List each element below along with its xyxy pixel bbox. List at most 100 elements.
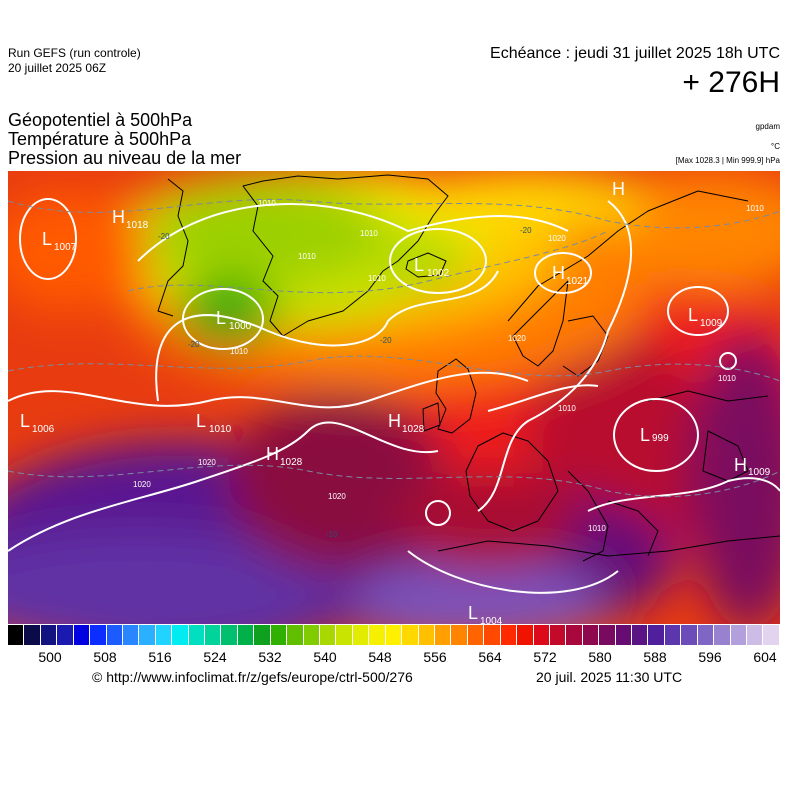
colorbar-tick-label: 532 [258, 649, 282, 665]
colorbar-swatch [500, 625, 518, 645]
svg-text:L: L [468, 603, 478, 623]
svg-text:-20: -20 [520, 226, 532, 235]
svg-text:L: L [42, 229, 52, 249]
colorbar-swatch [106, 625, 123, 645]
svg-text:1020: 1020 [133, 480, 151, 489]
svg-text:1006: 1006 [32, 424, 55, 435]
issued-time: 20 juil. 2025 11:30 UTC [536, 669, 683, 685]
lead-time: + 276H [682, 66, 780, 99]
svg-text:1010: 1010 [360, 229, 378, 238]
svg-text:1028: 1028 [280, 457, 303, 468]
colorbar-tick-label: 604 [753, 649, 777, 665]
svg-text:-10: -10 [326, 530, 338, 539]
svg-text:H: H [388, 411, 401, 431]
svg-text:L: L [640, 425, 650, 445]
run-date: 20 juillet 2025 06Z [8, 61, 107, 75]
colorbar-swatch [467, 625, 485, 645]
isotherms [8, 198, 780, 498]
svg-text:L: L [196, 411, 206, 431]
colorbar-swatch [599, 625, 616, 645]
svg-text:H: H [734, 455, 747, 475]
colorbar-swatch [8, 625, 25, 645]
colorbar-swatch [57, 625, 74, 645]
colorbar-swatch [24, 625, 41, 645]
colorbar-swatch [484, 625, 501, 645]
colorbar-swatch [352, 625, 370, 645]
svg-text:1010: 1010 [368, 274, 386, 283]
colorbar-swatch [517, 625, 534, 645]
colorbar-swatch [254, 625, 271, 645]
pressure-center-labels: H 1018 L 1007 L 1000 L 1002 H 1021 L 1009 L 100… [20, 179, 771, 624]
svg-text:1010: 1010 [558, 404, 576, 413]
svg-text:1010: 1010 [258, 199, 276, 208]
colorbar-swatch [763, 625, 780, 645]
center-l1002: L 1002 [414, 255, 450, 279]
svg-text:1020: 1020 [508, 334, 526, 343]
svg-text:H: H [612, 179, 625, 199]
unit-temperature: °C [771, 142, 780, 151]
colorbar-swatch [615, 625, 633, 645]
colorbar-swatch [73, 625, 91, 645]
colorbar-swatch [205, 625, 222, 645]
colorbar-tick-label: 572 [533, 649, 557, 665]
unit-geopotential: gpdam [755, 122, 780, 131]
svg-text:1020: 1020 [548, 234, 566, 243]
colorbar-swatch [320, 625, 337, 645]
center-l999: L 999 [640, 425, 669, 445]
svg-text:1018: 1018 [126, 220, 149, 231]
credit-text: © http://www.infoclimat.fr/z/gefs/europe… [92, 669, 413, 685]
colorbar-swatch [648, 625, 665, 645]
colorbar-tick-label: 516 [148, 649, 172, 665]
colorbar-tick-label: 508 [93, 649, 117, 665]
svg-text:1010: 1010 [209, 424, 232, 435]
colorbar-tick-label: 588 [643, 649, 667, 665]
svg-text:1002: 1002 [427, 268, 450, 279]
svg-text:H: H [266, 444, 279, 464]
colorbar-swatch [533, 625, 550, 645]
svg-text:1010: 1010 [746, 204, 764, 213]
colorbar-swatch [237, 625, 255, 645]
isobar-value-labels: 1010 1010 1010 1020 1020 1020 1010 1020 … [133, 199, 764, 533]
colorbar-swatch [385, 625, 403, 645]
colorbar-swatch [746, 625, 764, 645]
colorbar-tick-label: 564 [478, 649, 502, 665]
center-h1028-a: H 1028 [388, 411, 425, 435]
svg-text:1010: 1010 [230, 347, 248, 356]
svg-text:-20: -20 [188, 340, 200, 349]
colorbar-swatch [40, 625, 58, 645]
center-l1007: L 1007 [42, 229, 77, 253]
svg-text:L: L [414, 255, 424, 275]
svg-text:1010: 1010 [718, 374, 736, 383]
colorbar-tick-label: 548 [368, 649, 392, 665]
center-l1010: L 1010 [196, 411, 232, 435]
colorbar-swatch [566, 625, 583, 645]
center-l1006: L 1006 [20, 411, 55, 435]
colorbar-swatch [287, 625, 304, 645]
svg-text:1021: 1021 [566, 276, 589, 287]
colorbar-tick-label: 500 [38, 649, 62, 665]
svg-text:1020: 1020 [198, 458, 216, 467]
svg-text:1009: 1009 [748, 467, 771, 478]
colorbar-swatch [632, 625, 649, 645]
colorbar-swatch [155, 625, 173, 645]
center-l1004: L 1004 [468, 603, 503, 624]
svg-text:1010: 1010 [588, 524, 606, 533]
svg-text:1028: 1028 [402, 424, 425, 435]
colorbar-swatch [369, 625, 386, 645]
colorbar-swatch [451, 625, 468, 645]
colorbar-swatch [664, 625, 682, 645]
colorbar-tick-label: 580 [588, 649, 612, 665]
weather-map: H 1018 L 1007 L 1000 L 1002 H 1021 L 1009 L 100… [8, 171, 780, 624]
svg-text:1007: 1007 [54, 242, 77, 253]
svg-text:-20: -20 [380, 336, 392, 345]
colorbar-swatch [549, 625, 567, 645]
center-l1000: L 1000 [216, 308, 252, 332]
colorbar-tick-label: 556 [423, 649, 447, 665]
colorbar-tick-label: 540 [313, 649, 337, 665]
center-h1018: H 1018 [112, 207, 149, 231]
center-h1021: H 1021 [552, 263, 589, 287]
svg-text:1010: 1010 [298, 252, 316, 261]
valid-time: Echéance : jeudi 31 juillet 2025 18h UTC [490, 45, 780, 62]
svg-text:L: L [688, 305, 698, 325]
svg-text:H: H [112, 207, 125, 227]
